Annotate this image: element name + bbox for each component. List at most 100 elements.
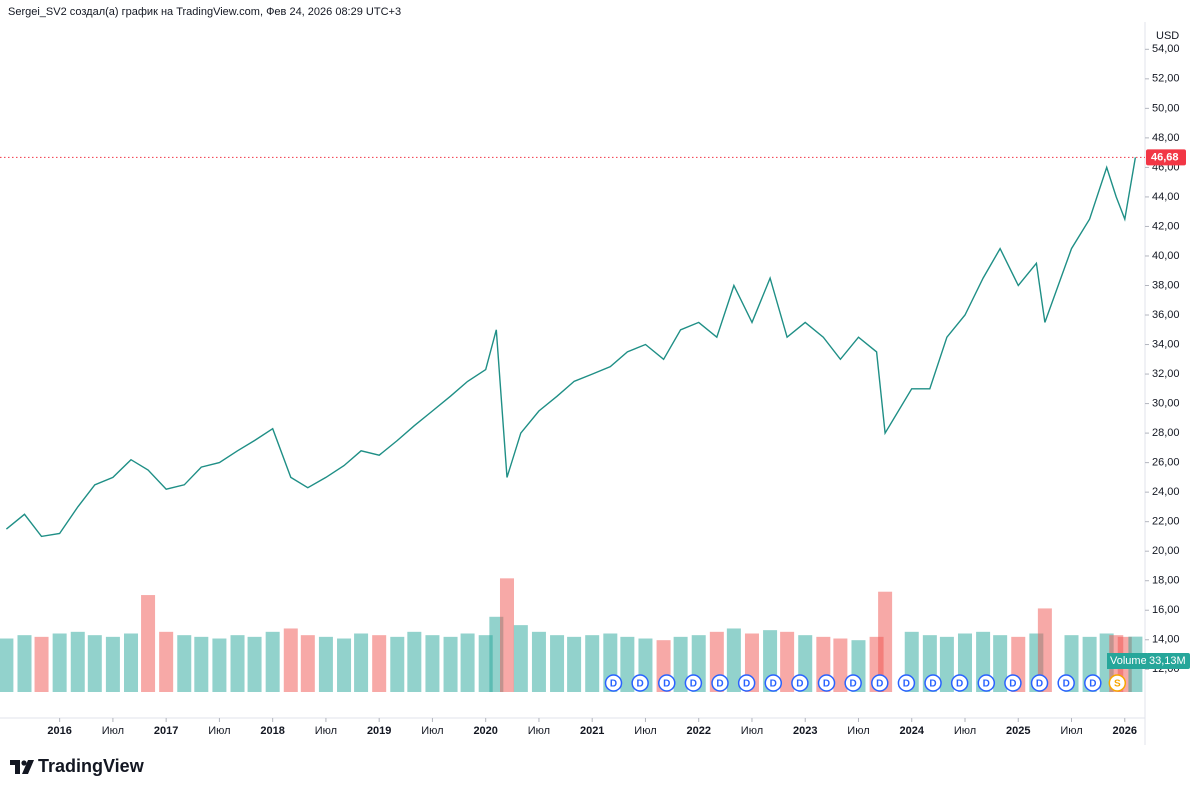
event-marker: [1030, 674, 1049, 692]
x-tick-label: Июл: [421, 725, 443, 737]
volume-bar: [354, 633, 369, 692]
volume-bar: [230, 635, 245, 692]
y-tick-label: 40,00: [1152, 250, 1180, 262]
volume-bar: [620, 636, 635, 692]
y-tick-label: 34,00: [1152, 338, 1180, 350]
event-label: D: [1089, 679, 1096, 690]
volume-label: 33,13M: [1149, 655, 1186, 667]
y-tick-label: 28,00: [1152, 427, 1180, 439]
x-tick-label: Июл: [1060, 725, 1082, 737]
brand: TradingView: [38, 756, 145, 776]
volume-bar: [489, 616, 504, 692]
last-price-badge: [1146, 149, 1186, 166]
last-price-label: 46,68: [1151, 151, 1179, 163]
event-marker: [1004, 674, 1022, 692]
volume-bar: [499, 578, 514, 692]
y-tick-label: 48,00: [1152, 132, 1180, 144]
x-tick-label: 2020: [473, 725, 497, 737]
y-tick-label: 50,00: [1152, 102, 1180, 114]
x-tick-label: 2017: [154, 725, 178, 737]
volume-bar: [283, 628, 298, 692]
volume-bar: [567, 636, 582, 692]
x-tick-label: 2023: [793, 725, 817, 737]
y-tick-label: 22,00: [1152, 516, 1180, 528]
y-tick-label: 54,00: [1152, 43, 1180, 55]
x-tick-label: 2019: [367, 725, 391, 737]
volume-bar: [550, 635, 565, 692]
event-label: D: [1063, 679, 1070, 690]
volume-bar: [17, 635, 32, 692]
x-tick-label: Июл: [847, 725, 869, 737]
volume-bar: [87, 635, 102, 692]
x-tick-label: Июл: [102, 725, 124, 737]
event-marker: [844, 674, 862, 692]
event-label: D: [637, 679, 644, 690]
volume-badge: [1146, 653, 1190, 669]
x-tick-label: 2018: [260, 725, 284, 737]
volume-bar: [212, 638, 227, 692]
event-marker: [817, 674, 836, 692]
volume-bar: [265, 631, 280, 692]
event-marker: [1057, 674, 1075, 692]
y-tick-label: 52,00: [1152, 73, 1180, 85]
event-marker: [658, 674, 676, 692]
volume-bar: [247, 636, 262, 692]
event-marker: [711, 674, 729, 692]
event-label: D: [1036, 679, 1043, 690]
volume-bar: [460, 633, 475, 692]
event-marker: [897, 674, 916, 692]
header: Sergei_SV2 создал(а) график на TradingVi…: [8, 6, 401, 18]
currency: USD: [1156, 30, 1179, 42]
x-tick-label: 2024: [899, 725, 924, 737]
volume-bar: [780, 631, 795, 692]
volume-bar: [300, 635, 315, 692]
y-tick-label: 44,00: [1152, 191, 1180, 203]
event-marker: [631, 674, 649, 692]
event-marker: [764, 674, 783, 692]
x-tick-label: 2022: [686, 725, 710, 737]
event-marker: [1108, 674, 1127, 692]
event-marker: [791, 674, 809, 692]
event-label: D: [876, 679, 883, 690]
event-label: D: [610, 679, 617, 690]
volume-bar: [52, 633, 67, 692]
event-marker: [1084, 674, 1102, 692]
event-marker: [871, 674, 889, 692]
event-label: D: [903, 679, 910, 690]
x-tick-label: Июл: [741, 725, 763, 737]
event-label: D: [690, 679, 697, 690]
volume-name-badge: [1107, 653, 1147, 669]
volume-bar: [372, 635, 387, 692]
volume-bar: [177, 635, 192, 692]
volume-bar: [513, 625, 528, 692]
y-tick-label: 38,00: [1152, 279, 1180, 291]
volume-bar: [159, 631, 174, 692]
volume-bar: [141, 595, 156, 692]
volume-bar: [105, 636, 120, 692]
x-tick-label: Июл: [528, 725, 550, 737]
event-label: D: [823, 679, 830, 690]
y-tick-label: 14,00: [1152, 634, 1180, 646]
event-marker: [950, 674, 969, 692]
y-tick-label: 36,00: [1152, 309, 1180, 321]
y-tick-label: 42,00: [1152, 220, 1180, 232]
event-marker: [604, 674, 623, 692]
volume-bar: [673, 636, 688, 692]
event-marker: [684, 674, 703, 692]
event-label: D: [850, 679, 857, 690]
event-marker: [924, 674, 942, 692]
y-tick-label: 26,00: [1152, 457, 1180, 469]
event-marker: [977, 674, 996, 692]
event-label: D: [1009, 679, 1016, 690]
volume-bar: [1037, 608, 1052, 692]
volume-bar: [585, 635, 600, 692]
event-label: D: [983, 679, 990, 690]
volume-bar: [939, 636, 954, 692]
volume-bar: [318, 636, 333, 692]
x-tick-label: 2021: [580, 725, 604, 737]
x-tick-label: 2025: [1006, 725, 1030, 737]
volume-bar: [993, 635, 1008, 692]
volume-bar: [0, 638, 14, 692]
x-tick-label: 2026: [1113, 725, 1137, 737]
